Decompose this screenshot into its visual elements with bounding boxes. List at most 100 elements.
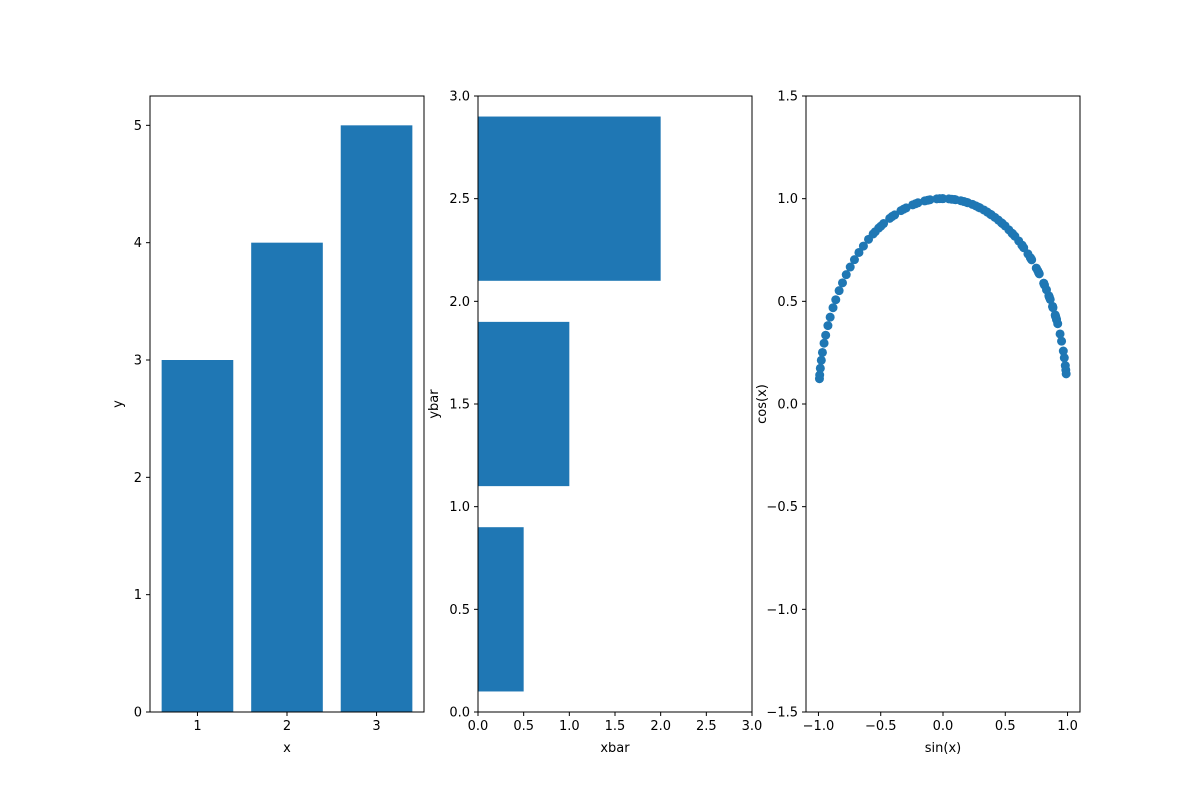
scatter-point xyxy=(837,278,847,288)
scatter-point xyxy=(854,247,864,257)
bar-3 xyxy=(340,125,413,713)
scatter-point xyxy=(841,270,851,280)
x-axis-label: sin(x) xyxy=(925,741,961,756)
x-tick-label: 1.0 xyxy=(559,719,580,734)
y-tick-label: 0.0 xyxy=(777,398,798,413)
scatter-subplot: −1.0 −0.5 0.0 0.5 1.0 −1.5 −1.0 −0.5 0.0 0.5 1.0 1… xyxy=(755,90,1081,756)
x-tick-label: 1.0 xyxy=(1057,719,1078,734)
hbar-1 xyxy=(478,527,524,692)
hbar-3 xyxy=(478,116,661,281)
scatter-point xyxy=(947,194,957,204)
y-axis-label: y xyxy=(111,400,126,408)
scatter-point xyxy=(1004,225,1014,235)
scatter-point xyxy=(1055,329,1065,339)
scatter-point xyxy=(887,212,897,222)
x-tick-label: 0.0 xyxy=(468,719,489,734)
x-axis-ticks: 0.0 0.5 1.0 1.5 2.0 2.5 3.0 xyxy=(468,712,763,734)
y-tick-label: −1.5 xyxy=(766,706,798,721)
scatter-point xyxy=(828,303,838,313)
y-axis-label: cos(x) xyxy=(755,384,770,424)
y-axis-label: ybar xyxy=(427,389,442,419)
x-tick-label: 2.0 xyxy=(650,719,671,734)
scatter-point xyxy=(1057,336,1067,346)
y-axis-ticks: −1.5 −1.0 −0.5 0.0 0.5 1.0 1.5 xyxy=(766,90,806,721)
y-tick-label: 2.0 xyxy=(449,295,470,310)
scatter-point xyxy=(834,286,844,296)
scatter-point xyxy=(831,295,841,305)
scatter-point xyxy=(982,207,992,217)
y-tick-label: 3.0 xyxy=(449,90,470,105)
scatter-point xyxy=(870,227,880,237)
scatter-point xyxy=(819,338,829,348)
scatter-point xyxy=(1014,236,1024,246)
scatter-point xyxy=(1051,312,1061,322)
x-tick-label: −0.5 xyxy=(865,719,897,734)
y-tick-label: 1.0 xyxy=(449,500,470,515)
scatter-point xyxy=(1061,369,1071,379)
x-axis-label: xbar xyxy=(600,741,630,756)
scatter-point xyxy=(825,312,835,322)
scatter-point xyxy=(845,262,855,272)
y-tick-label: 1.0 xyxy=(777,192,798,207)
scatter-point xyxy=(1053,319,1063,329)
scatter-point xyxy=(876,221,886,231)
x-axis-ticks: −1.0 −0.5 0.0 0.5 1.0 xyxy=(803,712,1078,734)
x-tick-label: 0.5 xyxy=(513,719,534,734)
scatter-point xyxy=(1048,301,1058,311)
scatter-point xyxy=(959,197,969,207)
x-tick-label: −1.0 xyxy=(803,719,835,734)
x-tick-label: 3.0 xyxy=(742,719,763,734)
x-tick-label: 0.0 xyxy=(933,719,954,734)
y-tick-label: 1.5 xyxy=(777,90,798,105)
x-tick-label: 2 xyxy=(283,719,291,734)
scatter-point xyxy=(858,241,868,251)
scatter-point xyxy=(935,194,945,204)
x-tick-label: 1 xyxy=(193,719,201,734)
scatter-point xyxy=(1039,278,1049,288)
scatter-point xyxy=(849,255,859,265)
x-axis-ticks: 1 2 3 xyxy=(193,712,381,734)
scatter-point xyxy=(1059,353,1069,363)
scatter-point xyxy=(1023,249,1033,259)
bar-group xyxy=(161,125,413,713)
bar-2 xyxy=(251,242,323,712)
scatter-point xyxy=(815,370,825,380)
bar-group xyxy=(478,116,661,692)
x-tick-label: 2.5 xyxy=(696,719,717,734)
x-tick-label: 3 xyxy=(372,719,380,734)
y-axis-ticks: 0.0 0.5 1.0 1.5 2.0 2.5 3.0 xyxy=(449,90,478,721)
scatter-point xyxy=(993,215,1003,225)
bar-1 xyxy=(161,360,234,712)
scatter-point xyxy=(1058,346,1068,356)
scatter-point xyxy=(923,195,933,205)
y-tick-label: 0.0 xyxy=(449,706,470,721)
scatter-point xyxy=(1031,263,1041,273)
y-tick-label: 1.5 xyxy=(449,398,470,413)
y-tick-label: 5 xyxy=(134,119,142,134)
scatter-point xyxy=(815,363,825,373)
x-tick-label: 0.5 xyxy=(995,719,1016,734)
y-axis-ticks: 0 1 2 3 4 5 xyxy=(134,119,150,721)
horizontal-bar-subplot: 0.0 0.5 1.0 1.5 2.0 2.5 3.0 0.0 0.5 1.0 1.5 2.0 2.5… xyxy=(427,90,762,757)
y-tick-label: 3 xyxy=(134,354,142,369)
y-tick-label: 0 xyxy=(134,706,142,721)
vertical-bar-subplot: 1 2 3 0 1 2 3 4 5 x y xyxy=(111,95,425,756)
scatter-point xyxy=(899,204,909,214)
scatter-point-group xyxy=(814,194,1071,384)
y-tick-label: −1.0 xyxy=(766,603,798,618)
y-tick-label: 2 xyxy=(134,471,142,486)
x-axis-label: x xyxy=(283,741,291,756)
scatter-point xyxy=(910,199,920,209)
x-tick-label: 1.5 xyxy=(605,719,626,734)
scatter-point xyxy=(821,330,831,340)
scatter-point xyxy=(1045,294,1055,304)
scatter-point xyxy=(823,321,833,331)
y-tick-label: 0.5 xyxy=(449,603,470,618)
hbar-2 xyxy=(478,321,570,487)
y-tick-label: −0.5 xyxy=(766,500,798,515)
y-tick-label: 0.5 xyxy=(777,295,798,310)
scatter-point xyxy=(971,201,981,211)
y-tick-label: 1 xyxy=(134,588,142,603)
y-tick-label: 2.5 xyxy=(449,192,470,207)
